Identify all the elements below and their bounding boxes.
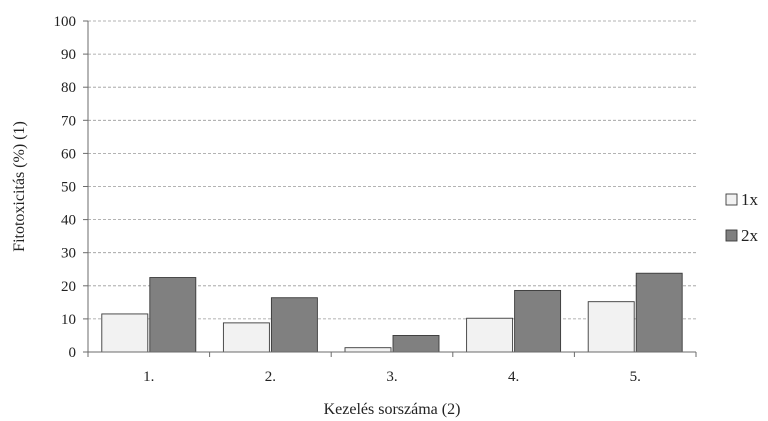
x-axis-title: Kezelés sorszáma (2) <box>324 401 461 418</box>
y-tick-label: 30 <box>61 246 76 262</box>
y-tick-label: 100 <box>54 14 77 30</box>
y-tick-label: 0 <box>69 345 77 361</box>
y-tick-label: 80 <box>61 80 76 96</box>
bar-1x-4 <box>466 317 514 353</box>
y-tick-label: 70 <box>61 113 76 129</box>
bar-2x-5 <box>635 272 683 353</box>
y-tick-label: 90 <box>61 47 76 63</box>
legend: 1x 2x <box>725 190 759 245</box>
bar-2x-2 <box>270 297 318 353</box>
x-tick-label: 2. <box>265 369 276 385</box>
y-tick-label: 60 <box>61 146 76 162</box>
legend-label-1x: 1x <box>741 190 759 209</box>
x-tick-label: 5. <box>630 369 641 385</box>
y-tick-label: 10 <box>61 312 76 328</box>
x-tick-label: 1. <box>143 369 154 385</box>
bar-1x-2 <box>222 322 270 353</box>
x-tick-label: 4. <box>508 369 519 385</box>
x-tick-labels: 1. 2. 3. 4. 5. <box>87 352 697 385</box>
legend-swatch-1x <box>725 193 738 206</box>
bar-2x-1 <box>149 277 197 353</box>
bars <box>101 272 683 353</box>
bar-2x-4 <box>514 289 562 353</box>
legend-swatch-2x <box>725 229 738 242</box>
y-tick-label: 20 <box>61 279 76 295</box>
x-tick-label: 3. <box>386 369 397 385</box>
y-tick-label: 40 <box>61 213 76 229</box>
bar-1x-3 <box>344 347 392 353</box>
bar-2x-3 <box>392 335 440 353</box>
y-tick-labels: 0 10 20 30 40 50 60 70 80 90 100 <box>54 14 77 361</box>
bar-1x-1 <box>101 313 149 353</box>
bar-1x-5 <box>587 301 635 353</box>
legend-label-2x: 2x <box>741 226 759 245</box>
y-tick-label: 50 <box>61 180 76 196</box>
y-axis-title: Fitotoxicitás (%) (1) <box>11 121 28 252</box>
axes <box>87 21 696 353</box>
